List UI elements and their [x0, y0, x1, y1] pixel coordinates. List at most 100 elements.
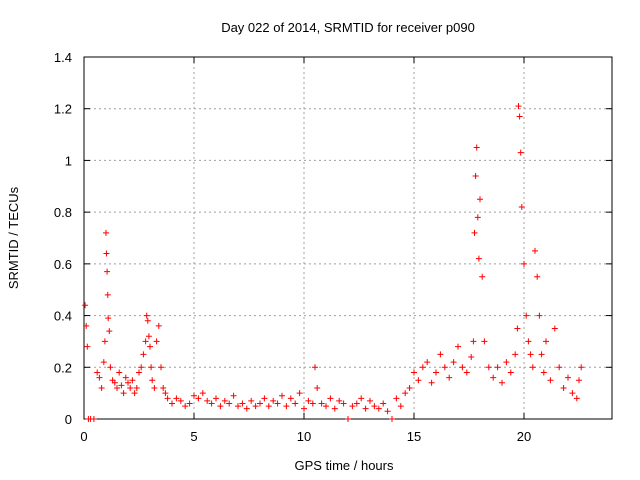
data-point: [265, 403, 272, 410]
data-point: [140, 351, 147, 358]
y-axis-label: SRMTID / TECUs: [6, 186, 21, 289]
data-point: [83, 322, 90, 329]
data-point: [397, 403, 404, 410]
data-point: [393, 395, 400, 402]
data-point: [116, 369, 123, 376]
data-point: [463, 369, 470, 376]
data-point: [94, 369, 101, 376]
data-point: [523, 312, 530, 319]
data-point: [82, 302, 89, 309]
y-tick-label: 1.4: [54, 50, 72, 65]
data-point: [248, 397, 255, 404]
data-point: [195, 395, 202, 402]
data-point: [143, 312, 150, 319]
data-point: [349, 403, 356, 410]
data-point: [380, 400, 387, 407]
data-point: [455, 343, 461, 350]
data-point: [578, 364, 585, 371]
data-point: [114, 384, 120, 391]
data-point: [103, 229, 109, 236]
data-point: [525, 338, 532, 345]
data-point: [323, 403, 329, 410]
data-point: [371, 403, 378, 410]
data-point: [470, 338, 477, 345]
data-point: [529, 364, 536, 371]
x-axis: 0 5 10 15 20: [80, 57, 531, 444]
data-point: [287, 395, 294, 402]
data-point: [160, 384, 167, 391]
data-point: [118, 382, 125, 389]
data-point: [127, 384, 134, 391]
data-point: [479, 273, 486, 280]
data-point: [98, 384, 105, 391]
y-tick-label: 1: [65, 153, 72, 168]
data-point: [155, 322, 162, 329]
data-point: [384, 408, 391, 415]
data-point: [556, 364, 563, 371]
data-point: [104, 268, 111, 275]
data-point: [84, 343, 91, 350]
data-point: [375, 405, 382, 412]
data-point: [230, 392, 237, 399]
y-tick-label: 0.6: [54, 257, 72, 272]
data-point: [104, 291, 111, 298]
data-point: [177, 397, 184, 404]
data-point: [446, 374, 453, 381]
data-point: [402, 390, 409, 397]
data-point: [312, 364, 318, 371]
y-axis: 0 0.2 0.4 0.6 0.8 1 1.2 1.4: [54, 50, 612, 427]
data-point: [301, 405, 307, 412]
data-point: [162, 390, 169, 397]
data-point: [296, 390, 303, 397]
data-point: [433, 369, 439, 376]
data-point: [136, 369, 142, 376]
data-point: [536, 312, 543, 319]
x-tick-label: 20: [517, 429, 531, 444]
data-point: [481, 338, 488, 345]
chart-title: Day 022 of 2014, SRMTID for receiver p09…: [221, 20, 475, 35]
x-tick-label: 5: [190, 429, 197, 444]
data-point: [538, 351, 545, 358]
data-point: [131, 390, 138, 397]
data-point: [411, 369, 417, 376]
x-tick-label: 10: [297, 429, 311, 444]
data-point: [415, 377, 422, 384]
data-point: [474, 214, 481, 221]
data-point: [494, 364, 501, 371]
data-point: [514, 325, 521, 332]
data-point: [367, 397, 373, 404]
data-point: [518, 203, 525, 210]
data-point: [473, 144, 480, 151]
data-point: [353, 400, 360, 407]
data-points: [82, 103, 585, 422]
data-point: [151, 384, 158, 391]
data-point: [543, 338, 549, 345]
data-point: [527, 351, 534, 358]
data-point: [261, 395, 268, 402]
data-point: [292, 400, 299, 407]
data-point: [515, 103, 522, 110]
data-point: [512, 351, 519, 358]
data-point: [239, 400, 246, 407]
y-tick-label: 0.4: [54, 309, 72, 324]
data-point: [208, 400, 215, 407]
data-point: [164, 395, 171, 402]
data-point: [305, 397, 312, 404]
data-point: [521, 260, 527, 267]
data-point: [499, 379, 505, 386]
y-tick-label: 0.8: [54, 205, 72, 220]
data-point: [331, 405, 338, 412]
data-point: [471, 229, 478, 236]
data-point: [125, 379, 131, 386]
y-tick-label: 1.2: [54, 102, 72, 117]
data-point: [472, 172, 479, 179]
data-point: [186, 400, 193, 407]
data-point: [534, 273, 541, 280]
data-point: [204, 397, 211, 404]
data-point: [468, 353, 475, 360]
data-point: [274, 400, 281, 407]
data-point: [485, 364, 492, 371]
data-point: [437, 351, 444, 358]
data-point: [221, 397, 228, 404]
data-point: [96, 374, 103, 381]
